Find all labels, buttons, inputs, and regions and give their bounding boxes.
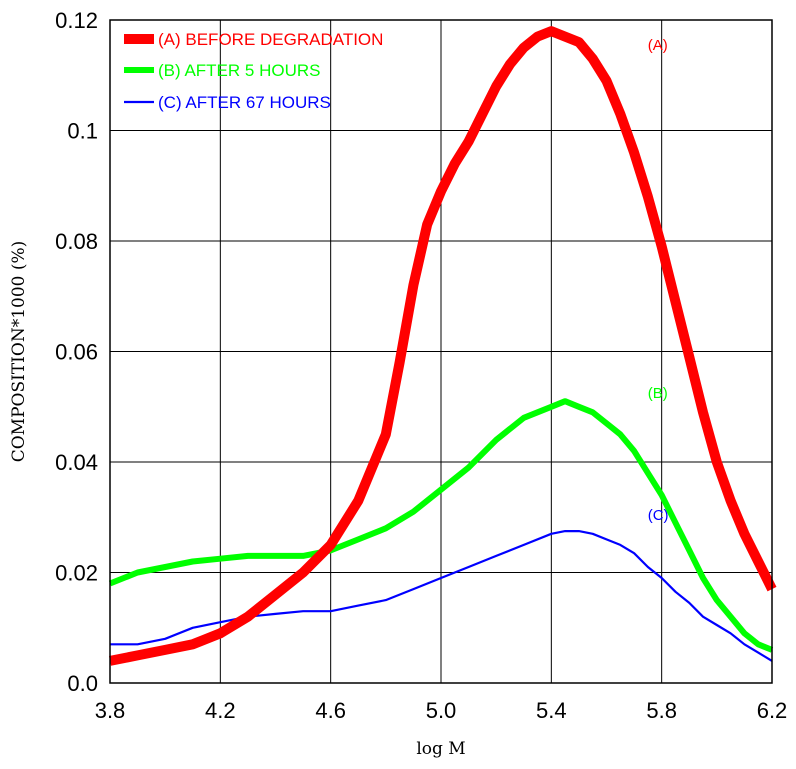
x-tick-label: 6.2	[757, 698, 788, 723]
y-tick-label: 0.08	[55, 229, 98, 254]
curve-label-1: (B)	[648, 385, 668, 402]
series-line-a	[109, 26, 777, 666]
y-axis-title: COMPOSITION*1000 (%)	[9, 241, 29, 463]
y-tick-label: 0.12	[55, 8, 98, 33]
x-axis-title: log M	[416, 739, 465, 759]
x-tick-label: 4.6	[315, 698, 346, 723]
plot-frame	[109, 19, 773, 684]
legend-entry-0: (A) BEFORE DEGRADATION	[158, 30, 383, 49]
y-tick-label: 0.02	[55, 561, 98, 586]
y-tick-label: 0.1	[67, 119, 98, 144]
ticks: 3.8 4.2 4.6 5.0 5.4 5.8 6.2 0.0 0.02 0.04 0.06 0.08…	[55, 8, 787, 723]
curve-label-2: (C)	[648, 507, 669, 524]
grid	[109, 19, 773, 684]
series-line-c	[110, 530, 773, 662]
legend-entry-1: (B) AFTER 5 HOURS	[158, 61, 320, 80]
y-tick-label: 0.04	[55, 450, 98, 475]
series-line-b	[108, 398, 774, 653]
x-tick-label: 5.8	[646, 698, 677, 723]
curve-label-0: (A)	[648, 37, 668, 54]
x-tick-label: 5.4	[536, 698, 567, 723]
x-tick-label: 3.8	[95, 698, 126, 723]
y-tick-label: 0.0	[67, 671, 98, 696]
legend: (A) BEFORE DEGRADATION (B) AFTER 5 HOURS (…	[124, 30, 383, 112]
x-tick-label: 5.0	[426, 698, 457, 723]
x-tick-label: 4.2	[205, 698, 236, 723]
curve-labels: (A) (B) (C)	[648, 37, 669, 524]
y-tick-label: 0.06	[55, 340, 98, 365]
legend-entry-2: (C) AFTER 67 HOURS	[158, 93, 331, 112]
series-layer	[108, 26, 777, 666]
